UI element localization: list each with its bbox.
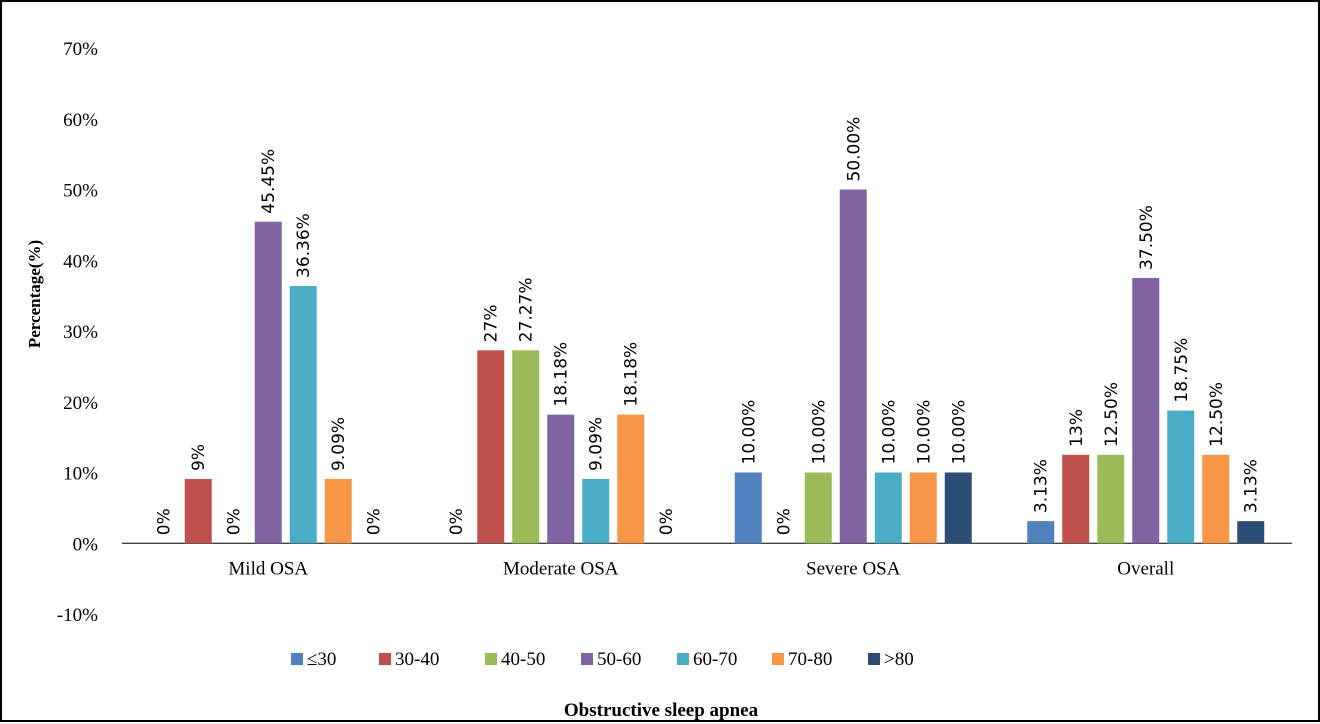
legend-swatch [485, 653, 497, 665]
category-label: Moderate OSA [503, 558, 619, 579]
bar [804, 472, 832, 544]
legend-swatch [581, 653, 593, 665]
data-label: 50.00% [844, 117, 864, 182]
bar [289, 286, 317, 544]
data-label: 36.36% [294, 213, 314, 278]
legend-label: 60-70 [693, 649, 737, 670]
legend-swatch [379, 653, 391, 665]
category-label: Overall [1117, 558, 1174, 579]
y-tick-label: 70% [63, 39, 98, 60]
y-axis-title: Percentage(%) [25, 240, 44, 348]
bar [1027, 521, 1055, 544]
bar [1097, 454, 1125, 544]
bar [582, 478, 610, 544]
legend-label: ≤30 [307, 649, 336, 670]
y-tick-label: 40% [63, 251, 98, 272]
data-label: 37.50% [1137, 205, 1157, 270]
bar [1132, 277, 1160, 544]
bar [477, 350, 505, 544]
y-tick-label: 30% [63, 322, 98, 343]
data-label: 27% [482, 305, 502, 343]
legend-label: 40-50 [501, 649, 545, 670]
bar [909, 472, 937, 544]
data-label: 0% [657, 508, 677, 535]
category-label: Mild OSA [228, 558, 308, 579]
data-label: 18.18% [622, 342, 642, 407]
data-label: 0% [224, 508, 244, 535]
bar [734, 472, 762, 544]
y-tick-label: 10% [63, 464, 98, 485]
legend-label: >80 [884, 649, 914, 670]
y-tick-label: -10% [57, 605, 98, 626]
y-tick-label: 50% [63, 181, 98, 202]
data-label: 9.09% [587, 417, 607, 471]
data-label: 3.13% [1032, 459, 1052, 513]
x-axis-title: Obstructive sleep apnea [564, 700, 759, 721]
data-label: 18.18% [552, 342, 572, 407]
y-tick-label: 0% [73, 534, 99, 555]
bar [1202, 454, 1230, 544]
y-tick-label: 60% [63, 110, 98, 131]
data-label: 3.13% [1242, 459, 1262, 513]
legend-swatch [291, 653, 303, 665]
data-label: 18.75% [1172, 338, 1192, 403]
data-label: 0% [447, 508, 467, 535]
bar [184, 478, 212, 544]
data-label: 0% [154, 508, 174, 535]
category-label: Severe OSA [806, 558, 901, 579]
data-label: 10.00% [914, 400, 934, 465]
data-label: 12.50% [1102, 382, 1122, 447]
bar [944, 472, 972, 544]
legend-label: 70-80 [788, 649, 832, 670]
data-label: 13% [1067, 409, 1087, 447]
bar [1167, 410, 1195, 544]
legend-swatch [677, 653, 689, 665]
y-tick-label: 20% [63, 393, 98, 414]
data-label: 0% [774, 508, 794, 535]
data-label: 0% [364, 508, 384, 535]
bar [617, 414, 645, 544]
data-label: 45.45% [259, 149, 279, 214]
bar [547, 414, 575, 544]
bar [1062, 454, 1090, 544]
data-label: 9% [189, 444, 209, 471]
data-label: 9.09% [329, 417, 349, 471]
data-label: 27.27% [517, 277, 537, 342]
data-label: 10.00% [809, 400, 829, 465]
data-label: 10.00% [879, 400, 899, 465]
data-label: 10.00% [739, 400, 759, 465]
bar [839, 189, 867, 544]
bar [254, 221, 282, 544]
data-label: 12.50% [1207, 382, 1227, 447]
bar [512, 350, 540, 544]
bar [1237, 521, 1265, 544]
legend-label: 30-40 [395, 649, 439, 670]
legend-label: 50-60 [597, 649, 641, 670]
bar [324, 478, 352, 544]
legend-swatch [868, 653, 880, 665]
legend-swatch [772, 653, 784, 665]
data-label: 10.00% [949, 400, 969, 465]
bar [874, 472, 902, 544]
